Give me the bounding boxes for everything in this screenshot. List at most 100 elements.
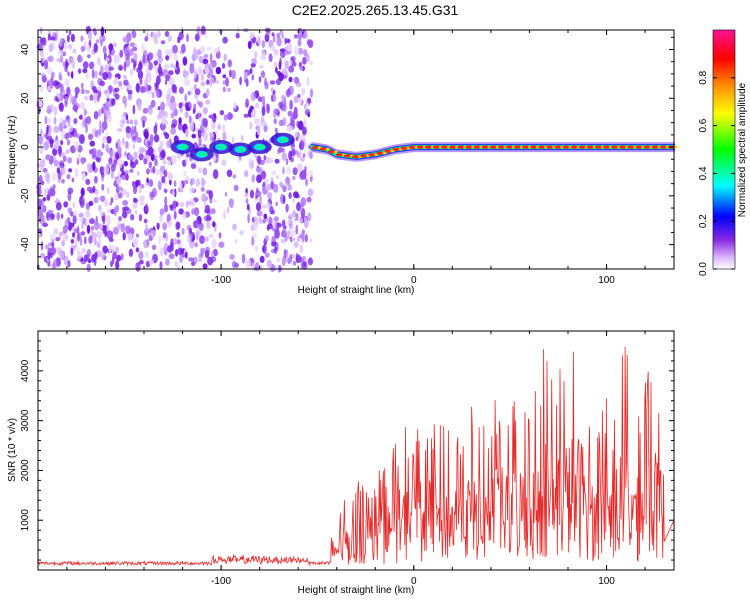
noise-speckle — [299, 244, 304, 254]
noise-speckle — [175, 60, 179, 69]
noise-speckle — [138, 250, 144, 260]
noise-speckle — [226, 169, 233, 178]
noise-speckle — [299, 140, 305, 151]
noise-speckle — [263, 179, 269, 184]
noise-speckle — [210, 208, 216, 215]
noise-speckle — [170, 155, 177, 164]
noise-speckle — [140, 115, 147, 123]
noise-speckle — [204, 250, 210, 259]
noise-speckle — [144, 28, 149, 33]
noise-speckle — [101, 120, 108, 131]
noise-speckle — [173, 52, 178, 62]
noise-speckle — [55, 237, 61, 242]
noise-speckle — [87, 133, 94, 140]
noise-speckle — [80, 88, 85, 95]
noise-speckle — [178, 86, 184, 94]
noise-speckle — [260, 70, 266, 78]
noise-speckle — [174, 85, 178, 94]
noise-speckle — [166, 139, 172, 149]
noise-speckle — [91, 69, 95, 79]
noise-speckle — [270, 45, 276, 51]
noise-speckle — [174, 261, 179, 268]
noise-speckle — [234, 238, 238, 244]
noise-speckle — [38, 232, 41, 239]
noise-speckle — [281, 219, 286, 228]
noise-speckle — [151, 244, 157, 250]
noise-speckle — [255, 167, 262, 173]
noise-speckle — [251, 174, 255, 183]
noise-speckle — [205, 236, 209, 242]
noise-speckle — [206, 79, 210, 85]
signal-peak — [530, 145, 539, 149]
signal-peak — [473, 145, 482, 149]
spectrogram-frame — [37, 29, 675, 270]
noise-speckle — [276, 257, 280, 263]
noise-speckle — [199, 46, 206, 53]
noise-speckle — [82, 68, 88, 74]
signal-peak — [311, 146, 320, 150]
noise-speckle — [60, 213, 64, 219]
noise-speckle — [128, 154, 133, 160]
noise-speckle — [104, 113, 107, 122]
colorbar-tick-label: 0.0 — [698, 262, 709, 276]
noise-speckle — [212, 221, 216, 228]
noise-speckle — [77, 233, 80, 242]
noise-speckle — [307, 212, 312, 222]
noise-speckle — [153, 125, 158, 135]
noise-speckle — [45, 131, 48, 140]
noise-speckle — [108, 43, 114, 51]
noise-speckle — [148, 161, 152, 169]
noise-speckle — [179, 107, 183, 113]
noise-speckle — [74, 141, 79, 151]
signal-peak — [481, 145, 490, 149]
noise-speckle — [187, 78, 191, 86]
signal-peak — [611, 145, 619, 149]
noise-speckle — [77, 153, 81, 162]
noise-speckle — [302, 32, 308, 39]
noise-speckle — [91, 232, 98, 240]
noise-speckle — [63, 255, 69, 266]
noise-speckle — [49, 36, 56, 41]
noise-speckle — [186, 101, 192, 112]
signal-peak — [538, 145, 547, 149]
noise-speckle — [261, 204, 267, 209]
noise-speckle — [227, 59, 232, 68]
noise-speckle — [156, 222, 160, 230]
noise-speckle — [191, 177, 195, 185]
noise-speckle — [64, 132, 70, 140]
noise-speckle — [96, 57, 102, 66]
noise-speckle — [223, 53, 227, 62]
noise-speckle — [205, 189, 211, 195]
noise-speckle — [63, 201, 69, 208]
noise-speckle — [108, 238, 114, 242]
noise-speckle — [100, 107, 104, 115]
noise-speckle — [184, 251, 188, 259]
noise-speckle — [203, 132, 209, 142]
noise-speckle — [285, 158, 289, 166]
noise-speckle — [67, 157, 73, 164]
noise-speckle — [99, 195, 106, 202]
noise-speckle — [278, 61, 282, 70]
noise-speckle — [72, 215, 77, 225]
noise-speckle — [209, 132, 215, 138]
noise-speckle — [215, 66, 222, 75]
noise-speckle — [106, 208, 112, 214]
signal-peak — [465, 145, 474, 149]
signal-peak — [457, 145, 466, 149]
spectrogram-panel: -100 0 100 -40 -20 0 20 40 Height of straight l… — [7, 25, 678, 296]
noise-speckle — [93, 238, 97, 246]
noise-speckle — [258, 76, 262, 83]
noise-speckle — [293, 191, 299, 199]
noise-speckle — [138, 214, 143, 222]
noise-speckle — [305, 53, 310, 63]
noise-speckle — [284, 60, 289, 70]
noise-speckle — [243, 113, 250, 118]
noise-speckle — [58, 122, 64, 132]
noise-speckle — [55, 202, 62, 211]
noise-speckle — [125, 225, 131, 235]
noise-speckle — [245, 78, 249, 87]
noise-speckle — [163, 232, 166, 239]
noise-speckle — [309, 238, 313, 243]
noise-speckle — [88, 61, 95, 70]
noise-speckle — [39, 158, 46, 168]
